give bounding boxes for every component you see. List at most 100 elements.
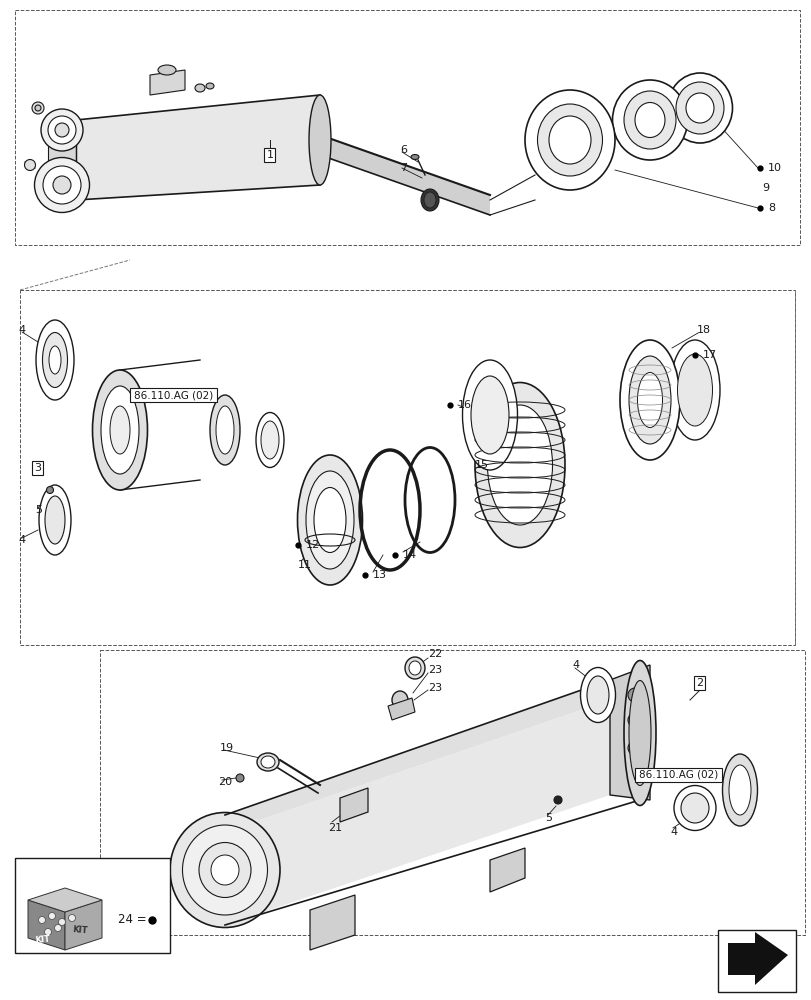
- Polygon shape: [340, 788, 367, 822]
- Ellipse shape: [49, 346, 61, 374]
- Ellipse shape: [46, 487, 54, 493]
- Ellipse shape: [297, 455, 362, 585]
- Text: 16: 16: [457, 400, 471, 410]
- Ellipse shape: [637, 372, 662, 428]
- Text: 9: 9: [761, 183, 768, 193]
- Text: 21: 21: [328, 823, 341, 833]
- Ellipse shape: [627, 741, 642, 755]
- Text: 4: 4: [18, 535, 25, 545]
- Ellipse shape: [43, 166, 81, 204]
- Text: 15: 15: [474, 460, 488, 470]
- Text: KIT: KIT: [72, 925, 88, 935]
- Ellipse shape: [38, 916, 45, 923]
- Bar: [15, 10, 799, 245]
- Ellipse shape: [199, 842, 251, 897]
- Bar: [32, 461, 44, 475]
- Text: 86.110.AG (02): 86.110.AG (02): [638, 770, 717, 780]
- Ellipse shape: [537, 104, 602, 176]
- Ellipse shape: [685, 93, 713, 123]
- Ellipse shape: [211, 855, 238, 885]
- Polygon shape: [388, 698, 414, 720]
- Ellipse shape: [676, 354, 711, 426]
- Ellipse shape: [676, 82, 723, 134]
- Ellipse shape: [669, 340, 719, 440]
- Polygon shape: [150, 70, 185, 95]
- Ellipse shape: [169, 812, 280, 927]
- Text: 18: 18: [696, 325, 710, 335]
- Polygon shape: [76, 95, 320, 200]
- Bar: [100, 650, 804, 935]
- Text: 4: 4: [18, 325, 25, 335]
- Ellipse shape: [109, 406, 130, 454]
- Ellipse shape: [525, 90, 614, 190]
- Ellipse shape: [257, 753, 279, 771]
- Ellipse shape: [629, 680, 650, 786]
- Bar: [717, 930, 795, 992]
- Ellipse shape: [487, 405, 551, 525]
- Polygon shape: [225, 690, 639, 925]
- Ellipse shape: [236, 774, 243, 782]
- Ellipse shape: [548, 116, 590, 164]
- Polygon shape: [48, 130, 76, 185]
- Bar: [20, 290, 794, 645]
- Ellipse shape: [54, 924, 62, 931]
- Text: 23: 23: [427, 683, 441, 693]
- Text: 14: 14: [402, 550, 417, 560]
- Ellipse shape: [92, 370, 148, 490]
- Text: 5: 5: [35, 505, 42, 515]
- Ellipse shape: [627, 688, 642, 702]
- Polygon shape: [609, 665, 649, 800]
- Text: 11: 11: [298, 560, 311, 570]
- Text: 2: 2: [696, 678, 702, 688]
- Polygon shape: [28, 900, 65, 950]
- Text: 5: 5: [544, 813, 551, 823]
- Text: 22: 22: [427, 649, 442, 659]
- Polygon shape: [310, 895, 354, 950]
- Ellipse shape: [410, 155, 418, 160]
- Ellipse shape: [553, 796, 561, 804]
- Ellipse shape: [680, 793, 708, 823]
- Polygon shape: [609, 680, 649, 800]
- Bar: [15, 858, 169, 953]
- Ellipse shape: [620, 340, 679, 460]
- Text: 7: 7: [400, 163, 406, 173]
- Ellipse shape: [32, 102, 44, 114]
- Bar: [264, 148, 275, 162]
- Text: 20: 20: [217, 777, 232, 787]
- Text: 6: 6: [400, 145, 406, 155]
- Ellipse shape: [255, 412, 284, 468]
- Ellipse shape: [392, 691, 407, 709]
- Ellipse shape: [53, 176, 71, 194]
- Ellipse shape: [260, 421, 279, 459]
- Ellipse shape: [634, 103, 664, 138]
- Text: 10: 10: [767, 163, 781, 173]
- Ellipse shape: [667, 73, 732, 143]
- Ellipse shape: [673, 785, 715, 830]
- Ellipse shape: [474, 382, 564, 548]
- Polygon shape: [65, 900, 102, 950]
- Ellipse shape: [306, 471, 354, 569]
- Text: 13: 13: [372, 570, 387, 580]
- Ellipse shape: [260, 756, 275, 768]
- Ellipse shape: [420, 189, 439, 211]
- Text: 1: 1: [266, 150, 273, 160]
- Text: 8: 8: [767, 203, 775, 213]
- Ellipse shape: [39, 485, 71, 555]
- Ellipse shape: [314, 488, 345, 552]
- Ellipse shape: [728, 765, 750, 815]
- Ellipse shape: [309, 95, 331, 185]
- Ellipse shape: [45, 496, 65, 544]
- Ellipse shape: [158, 65, 176, 75]
- Polygon shape: [489, 848, 525, 892]
- Bar: [634, 768, 721, 782]
- Ellipse shape: [58, 918, 66, 925]
- Polygon shape: [225, 680, 639, 820]
- Ellipse shape: [627, 713, 642, 727]
- Ellipse shape: [586, 676, 608, 714]
- Ellipse shape: [195, 84, 204, 92]
- Ellipse shape: [101, 386, 139, 474]
- Ellipse shape: [722, 754, 757, 826]
- Text: 12: 12: [306, 540, 320, 550]
- Polygon shape: [727, 932, 787, 985]
- Ellipse shape: [49, 912, 55, 919]
